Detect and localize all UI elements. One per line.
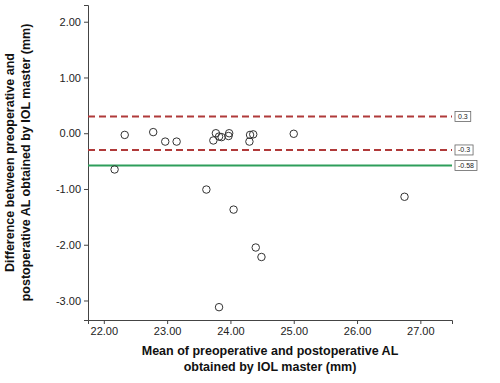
reference-line [88, 165, 452, 167]
point [203, 186, 210, 193]
y-tick-label: 0.00 [60, 127, 81, 139]
x-tick-mark [167, 320, 168, 324]
y-tick-mark [84, 300, 88, 301]
y-tick-label: 1.00 [60, 71, 81, 83]
x-tick-label: 22.00 [91, 325, 119, 337]
y-tick: 2.00 [60, 16, 88, 28]
y-axis-title-line: Difference between preoperative and [3, 53, 17, 272]
y-tick: -3.00 [56, 295, 88, 307]
x-tick: 22.00 [91, 320, 119, 337]
chart: 22.00 23.00 24.00 25.00 26.00 27.00 -3.00 -2.00… [0, 0, 500, 383]
x-axis-title-line: Mean of preoperative and postoperative A… [142, 344, 399, 358]
x-tick-mark [230, 320, 231, 324]
y-tick-mark [84, 133, 88, 134]
point [225, 129, 232, 136]
reference-label: -0.58 [455, 161, 477, 171]
x-tick: 24.00 [217, 320, 245, 337]
point [290, 130, 297, 137]
y-tick-label: -3.00 [56, 295, 81, 307]
x-tick-label: 23.00 [154, 325, 182, 337]
x-tick-mark [357, 320, 358, 324]
y-tick: 0.00 [60, 127, 88, 139]
plot: 22.00 23.00 24.00 25.00 26.00 27.00 -3.00 -2.00… [56, 6, 477, 337]
y-tick-mark [84, 245, 88, 246]
y-tick-label: -2.00 [56, 239, 81, 251]
x-tick: 26.00 [344, 320, 372, 337]
x-axis: 22.00 23.00 24.00 25.00 26.00 27.00 [89, 320, 453, 337]
reference-label-box [455, 112, 471, 122]
reference-label-text: 0.3 [458, 113, 468, 120]
point [121, 131, 128, 138]
x-tick-mark [420, 320, 421, 324]
reference-label-text: -0.58 [458, 162, 474, 169]
y-tick-label: -1.00 [56, 183, 81, 195]
x-tick-label: 25.00 [280, 325, 308, 337]
y-tick: -2.00 [56, 239, 88, 251]
point [252, 244, 259, 251]
reference-label-box [455, 161, 477, 171]
y-tick-mark [84, 189, 88, 190]
reference-label: 0.3 [455, 112, 471, 122]
marks [88, 117, 452, 311]
point [111, 166, 118, 173]
point [161, 138, 168, 145]
x-tick: 23.00 [154, 320, 182, 337]
x-tick-label: 27.00 [407, 325, 435, 337]
reference-line [88, 149, 452, 151]
y-axis-title: Difference between preoperative andposto… [3, 24, 33, 302]
point [218, 133, 225, 140]
point [149, 128, 156, 135]
x-tick-mark [104, 320, 105, 324]
x-tick-mark [294, 320, 295, 324]
reference-labels: 0.3 -0.3 -0.58 [455, 112, 477, 171]
x-tick-label: 24.00 [217, 325, 245, 337]
reference-label-box [455, 145, 473, 155]
point [173, 138, 180, 145]
point [210, 137, 217, 144]
y-tick: -1.00 [56, 183, 88, 195]
y-axis-title-line: postoperative AL obtained by IOL master … [19, 24, 33, 302]
y-tick-mark [84, 22, 88, 23]
reference-label-text: -0.3 [458, 146, 470, 153]
y-axis: -3.00 -2.00 -1.00 0.00 1.00 2.00 [56, 6, 89, 321]
point [258, 253, 265, 260]
point [215, 303, 222, 310]
x-axis-line [89, 321, 453, 325]
y-tick-mark [84, 77, 88, 78]
y-axis-line [84, 6, 89, 321]
point [230, 206, 237, 213]
reference-line [88, 116, 452, 118]
x-axis-title-line: obtained by IOL master (mm) [184, 360, 357, 374]
point [249, 131, 256, 138]
y-tick: 1.00 [60, 71, 88, 83]
x-tick: 27.00 [407, 320, 435, 337]
x-tick: 25.00 [280, 320, 308, 337]
x-axis-title: Mean of preoperative and postoperative A… [142, 344, 399, 374]
reference-label: -0.3 [455, 145, 473, 155]
point [401, 193, 408, 200]
x-tick-label: 26.00 [344, 325, 372, 337]
y-tick-label: 2.00 [60, 16, 81, 28]
